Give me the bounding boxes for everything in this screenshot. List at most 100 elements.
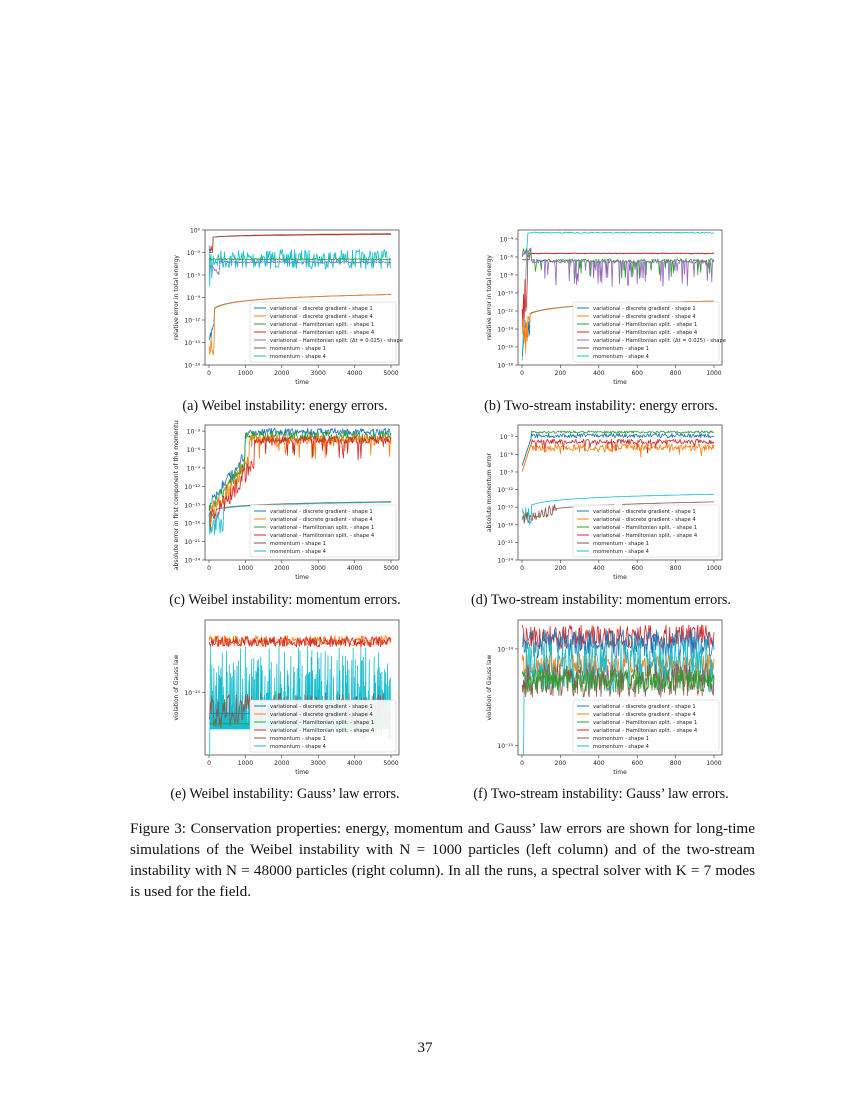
y-tick-label: 10⁻⁶ — [187, 273, 201, 280]
y-axis-label: absolute error in first component of the… — [173, 420, 180, 570]
legend-box — [572, 301, 720, 363]
series-cyan — [521, 231, 715, 361]
x-tick-label: 800 — [670, 565, 682, 572]
series-cyan — [521, 493, 714, 525]
x-tick-label: 3000 — [311, 370, 326, 377]
legend-label: variational - discrete gradient - shape … — [270, 517, 373, 523]
legend-label: momentum - shape 4 — [593, 549, 650, 555]
plot-c: 10⁻³ 10⁻⁶ 10⁻⁹ 10⁻¹² 10⁻¹⁵ 10⁻¹⁸ 10⁻²¹ 10⁻²⁴ 0 10… — [173, 420, 400, 581]
legend-label: variational - discrete gradient - shape … — [593, 509, 696, 515]
legend-label: momentum - shape 1 — [593, 736, 649, 742]
x-tick-label: 1000 — [706, 760, 721, 767]
figure-caption: Figure 3: Conservation properties: energ… — [130, 820, 755, 900]
series-blue — [521, 432, 715, 466]
series-group — [208, 233, 392, 356]
x-tick-label: 3000 — [311, 565, 326, 572]
x-tick-label: 1000 — [238, 565, 253, 572]
legend-label: variational - Hamiltonian split. - shape… — [270, 525, 374, 531]
y-tick-label: 10⁻²⁴ — [497, 558, 513, 565]
series-group — [521, 624, 715, 755]
x-tick-label: 200 — [555, 565, 567, 572]
x-tick-label: 800 — [670, 760, 682, 767]
x-tick-label: 200 — [555, 760, 567, 767]
series-brown — [209, 233, 391, 253]
series-blue — [208, 427, 392, 511]
legend-label: variational - discrete gradient - shape … — [593, 314, 696, 320]
series-orange — [208, 294, 391, 356]
legend-label: variational - discrete gradient - shape … — [593, 712, 696, 718]
legend-label: variational - Hamiltonian split. - shape… — [593, 330, 698, 336]
subcaption-b: (b) Two-stream instability: energy error… — [484, 398, 718, 414]
legend-label: variational - Hamiltonian split. - shape… — [270, 330, 375, 336]
x-tick-label: 400 — [593, 370, 605, 377]
legend-label: variational - discrete gradient - shape … — [270, 704, 373, 710]
series-cyan — [208, 501, 391, 536]
x-axis-label: time — [295, 769, 309, 776]
legend-label: variational - Hamiltonian split. - shape… — [270, 533, 375, 539]
series-red — [521, 438, 715, 472]
legend-box — [249, 699, 397, 753]
y-tick-label: 10⁻¹⁵ — [497, 743, 513, 750]
x-tick-label: 1000 — [706, 370, 721, 377]
legend-label: variational - Hamiltonian split. (Δt = 0… — [593, 338, 728, 344]
plot-f: 10⁻¹⁴ 10⁻¹⁵ 0 200 400 600 800 1000 time violation… — [486, 619, 723, 776]
legend-label: momentum - shape 4 — [593, 744, 650, 750]
y-tick-label: 10⁻⁶ — [187, 447, 201, 454]
plot-a: 10⁰ 10⁻³ 10⁻⁶ 10⁻⁹ 10⁻¹² 10⁻¹⁵ 10⁻¹⁸ 0 1000 2000 3… — [173, 228, 405, 387]
y-tick-label: 10⁻¹⁴ — [497, 327, 513, 334]
subcaption-a: (a) Weibel instability: energy errors. — [182, 398, 388, 414]
series-cyan — [208, 244, 392, 287]
y-axis-label: violation of Gauss law — [486, 654, 493, 720]
y-tick-label: 10⁻³ — [187, 429, 201, 436]
y-tick-label: 10⁻¹⁵ — [184, 340, 200, 347]
x-tick-label: 1000 — [238, 370, 253, 377]
series-green — [521, 667, 715, 693]
y-tick-label: 10⁻³ — [187, 250, 201, 257]
y-axis-label: relative error in total energy — [173, 255, 180, 340]
legend-label: variational - Hamiltonian split. - shape… — [270, 322, 374, 328]
x-tick-label: 4000 — [347, 370, 362, 377]
y-tick-label: 10⁻²⁴ — [184, 558, 200, 565]
x-axis-label: time — [295, 574, 309, 581]
series-green — [208, 258, 392, 261]
legend-label: momentum - shape 1 — [593, 346, 649, 352]
x-tick-label: 200 — [555, 370, 567, 377]
x-tick-label: 0 — [207, 370, 211, 377]
plot-d: 10⁻³ 10⁻⁶ 10⁻⁹ 10⁻¹² 10⁻¹⁵ 10⁻¹⁸ 10⁻²¹ 10⁻²⁴ 0 20… — [486, 424, 723, 581]
legend-label: momentum - shape 4 — [270, 744, 327, 750]
legend-label: variational - discrete gradient - shape … — [270, 314, 373, 320]
y-tick-label: 10⁻¹² — [497, 309, 513, 316]
series-blue — [521, 629, 715, 659]
series-brown — [208, 501, 391, 523]
y-tick-label: 10⁻¹⁰ — [497, 291, 513, 298]
legend-label: variational - Hamiltonian split. - shape… — [593, 533, 698, 539]
x-tick-label: 600 — [631, 565, 643, 572]
x-tick-label: 0 — [520, 565, 524, 572]
x-axis-label: time — [613, 574, 627, 581]
x-tick-label: 5000 — [383, 565, 398, 572]
legend-label: variational - Hamiltonian split. - shape… — [593, 525, 697, 531]
legend-label: variational - Hamiltonian split. - shape… — [593, 720, 697, 726]
x-tick-label: 0 — [520, 760, 524, 767]
x-tick-label: 0 — [520, 370, 524, 377]
x-tick-label: 3000 — [311, 760, 326, 767]
y-tick-label: 10⁻⁹ — [187, 295, 201, 302]
series-purple — [521, 247, 715, 287]
y-tick-label: 10⁻⁸ — [500, 273, 514, 280]
y-axis-label: absolute momentum error — [486, 452, 493, 532]
x-tick-label: 400 — [593, 565, 605, 572]
x-axis-label: time — [613, 769, 627, 776]
legend-box — [572, 699, 720, 753]
y-tick-label: 10⁻¹⁴ — [497, 646, 513, 653]
y-tick-label: 10⁻¹² — [184, 318, 200, 325]
legend-label: variational - Hamiltonian split. (Δt = 0… — [270, 338, 405, 344]
legend-label: momentum - shape 1 — [270, 541, 326, 547]
legend-box — [249, 301, 397, 363]
y-tick-label: 10⁻¹⁸ — [497, 522, 513, 529]
y-tick-label: 10⁻⁹ — [187, 465, 201, 472]
legend-label: momentum - shape 4 — [270, 354, 327, 360]
legend-label: momentum - shape 1 — [593, 541, 649, 547]
subcaption-f: (f) Two-stream instability: Gauss’ law e… — [473, 786, 729, 802]
y-tick-label: 10⁻¹⁸ — [497, 363, 513, 370]
series-orange — [521, 443, 715, 472]
